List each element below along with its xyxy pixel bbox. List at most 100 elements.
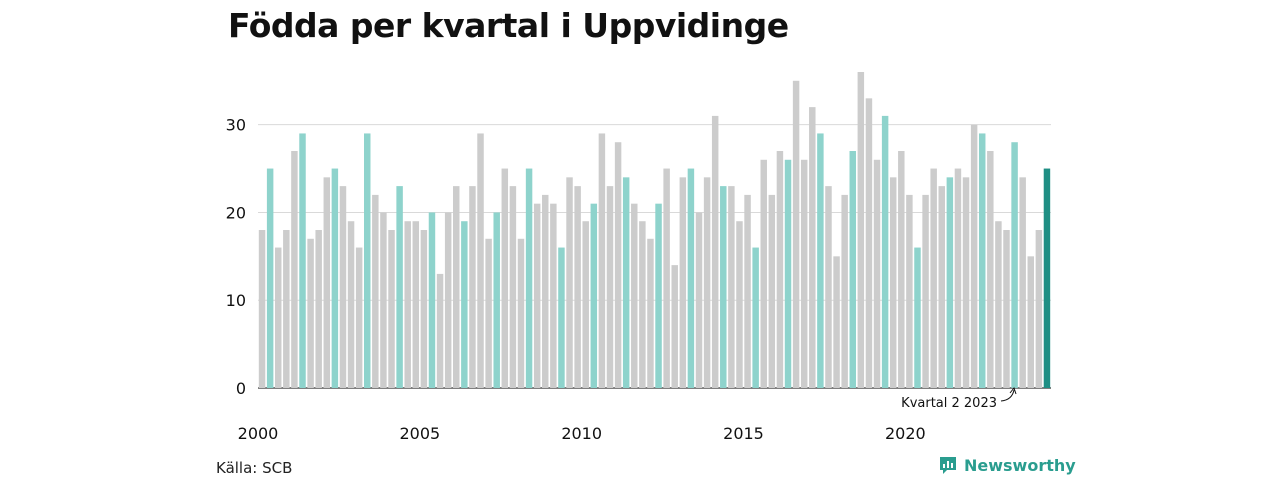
bar [768,194,776,388]
bar [622,177,630,388]
bar [809,107,816,388]
bar [477,133,484,388]
bar [1043,168,1051,388]
bar [331,168,339,388]
bar [914,247,921,388]
newsworthy-logo: Newsworthy [938,455,1076,475]
bar [388,230,395,388]
bar [679,177,687,388]
bar [987,151,994,388]
bar [598,133,606,388]
bar [372,194,379,388]
bar [420,230,428,388]
x-tick-label: 2020 [885,424,926,443]
bar [274,247,282,388]
bar [436,273,444,388]
x-tick-label: 2000 [238,424,279,443]
bar [404,221,411,388]
bar [711,115,719,388]
chart-title: Födda per kvartal i Uppvidinge [228,6,789,45]
bar-chart-logo-icon [940,457,956,474]
bar [639,221,646,388]
bar [736,221,743,388]
source-label: Källa: SCB [216,459,293,477]
bar [687,168,695,388]
bar [291,151,298,388]
bar [663,168,670,388]
bar [655,203,662,388]
x-tick-label: 2005 [399,424,440,443]
bar [800,159,808,388]
bar [817,133,824,388]
annotation-arrow [1000,386,1017,402]
bar [841,194,848,388]
bar [283,230,290,388]
bar [307,238,314,388]
bar [1011,142,1018,388]
y-tick-label: 0 [236,379,246,398]
bar [266,168,274,388]
bar [323,177,331,388]
bar [849,151,856,388]
bar [485,238,492,388]
bar [865,98,873,388]
bar [995,221,1002,388]
bar [825,186,832,388]
bar [590,203,598,388]
bar [978,133,986,388]
bar [889,177,897,388]
annotation-label: Kvartal 2 2023 [901,396,997,411]
bar [444,212,452,388]
bar [428,212,436,388]
y-tick-label: 10 [226,291,246,310]
y-tick-label: 20 [226,203,246,222]
bar [784,159,792,388]
annotation: Kvartal 2 2023 [901,386,1017,411]
bar [550,203,557,388]
bar [857,72,865,388]
bar [501,168,509,388]
bar [461,221,468,388]
bar [970,124,978,389]
bar [364,133,371,388]
bar [1003,230,1010,388]
bar [631,203,638,388]
bar [509,186,517,388]
bar [792,80,800,389]
bar [881,115,889,388]
bar [315,230,322,388]
bar [606,186,614,388]
bar [525,168,533,388]
bar [954,168,962,388]
bar [760,159,767,388]
bar [752,247,759,388]
bar [258,230,266,388]
y-axis-ticks: 0 10 20 30 [226,116,246,398]
bar [833,256,840,388]
bar [558,247,565,388]
bar [396,186,403,388]
bar [582,221,589,388]
bar [873,159,881,388]
bar [469,186,476,388]
bar [720,186,727,388]
bar [355,247,363,388]
bar [412,221,420,388]
bar [647,238,654,388]
bar [946,177,954,388]
y-tick-label: 30 [226,116,246,135]
bar [574,186,581,388]
brand-name: Newsworthy [964,455,1076,475]
bar [776,151,784,388]
bar [1035,230,1043,388]
bar [922,194,929,388]
bar [962,177,970,388]
x-axis-ticks: 2000 2005 2010 2015 2020 [238,424,926,443]
bar [533,203,541,388]
bar [517,238,525,388]
bar [1019,177,1026,388]
bars [258,72,1051,389]
bar [744,194,751,388]
bar [453,186,460,388]
bar [566,177,573,388]
